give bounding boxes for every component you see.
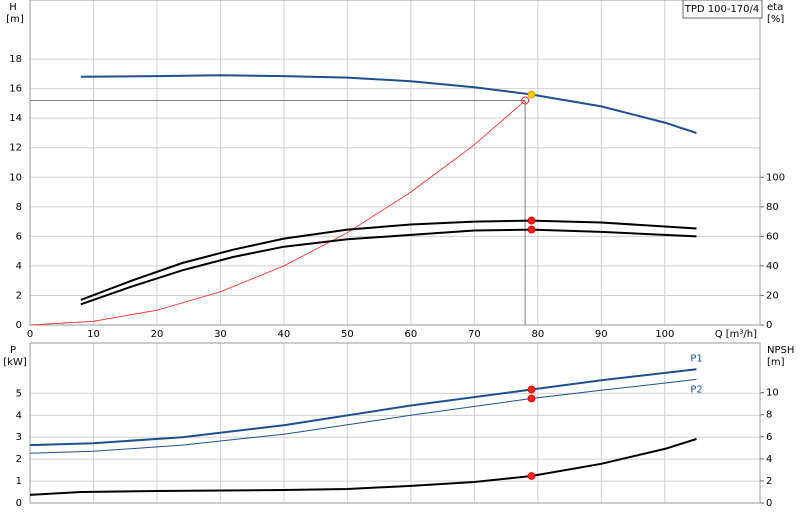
x-tick-label: 20 <box>151 329 164 340</box>
curve <box>29 368 697 447</box>
y2-tick-label: 20 <box>766 290 779 301</box>
point-marker <box>527 90 536 99</box>
y-tick-label: 5 <box>16 388 22 399</box>
y-axis-label: P <box>10 345 16 356</box>
title-box <box>682 0 763 19</box>
y-tick-label: 10 <box>9 172 22 183</box>
y2-tick-label: 4 <box>766 454 772 465</box>
x-axis-label: Q [m³/h] <box>715 329 757 340</box>
y-tick-label: 8 <box>16 202 22 213</box>
y2-tick-label: 2 <box>766 476 772 487</box>
y2-tick-label: 100 <box>766 172 785 183</box>
x-tick-label: 40 <box>278 329 291 340</box>
point-marker <box>527 394 536 403</box>
y2-tick-label: 8 <box>766 410 772 421</box>
point-marker <box>527 225 536 234</box>
point-marker <box>527 216 536 225</box>
y-tick-label: 12 <box>9 143 22 154</box>
y-tick-label: 0 <box>16 320 22 331</box>
y2-axis-label: NPSH <box>767 345 794 356</box>
x-tick-label: 10 <box>87 329 100 340</box>
point-marker <box>527 472 536 480</box>
chart-title: TPD 100-170/4 <box>684 4 760 15</box>
x-tick-label: 90 <box>595 329 608 340</box>
y2-tick-label: 0 <box>766 498 772 509</box>
curve <box>29 378 697 454</box>
y-tick-label: 2 <box>16 454 22 465</box>
y-tick-label: 2 <box>16 290 22 301</box>
y-tick-label: 16 <box>9 84 22 95</box>
y-tick-label: 6 <box>16 231 22 242</box>
point-marker <box>527 385 536 394</box>
y-tick-label: 1 <box>16 476 22 487</box>
y2-tick-label: 0 <box>766 320 772 331</box>
x-tick-label: 70 <box>468 329 481 340</box>
y-axis-unit: [m] <box>6 14 24 25</box>
y2-tick-label: 40 <box>766 261 779 272</box>
curve <box>80 228 697 306</box>
y-tick-label: 3 <box>16 432 22 443</box>
y-tick-label: 18 <box>9 54 22 65</box>
y-tick-label: 4 <box>16 261 22 272</box>
x-tick-label: 0 <box>27 329 33 340</box>
y-axis-label: H <box>9 2 17 13</box>
series-label: P2 <box>690 384 702 395</box>
curve <box>29 438 697 496</box>
y-tick-label: 14 <box>9 113 22 124</box>
y2-tick-label: 6 <box>766 432 772 443</box>
series-label: P1 <box>690 353 702 364</box>
y2-tick-label: 60 <box>766 231 779 242</box>
x-tick-label: 60 <box>405 329 418 340</box>
curve <box>80 219 697 301</box>
y-axis-unit: [kW] <box>3 357 27 368</box>
curve <box>80 74 697 134</box>
y2-axis-label: eta <box>767 2 783 13</box>
y2-tick-label: 80 <box>766 202 779 213</box>
x-tick-label: 80 <box>531 329 544 340</box>
x-tick-label: 30 <box>214 329 227 340</box>
y-tick-label: 4 <box>16 410 22 421</box>
y2-tick-label: 10 <box>766 388 779 399</box>
y-tick-label: 0 <box>16 498 22 509</box>
y2-axis-unit: [%] <box>767 14 784 25</box>
plot-frame <box>29 0 761 326</box>
plot-frame <box>29 342 761 504</box>
y2-axis-unit: [m] <box>767 357 785 368</box>
duty-point <box>521 96 530 105</box>
curve <box>29 100 526 326</box>
x-tick-label: 50 <box>341 329 354 340</box>
x-tick-label: 100 <box>655 329 674 340</box>
